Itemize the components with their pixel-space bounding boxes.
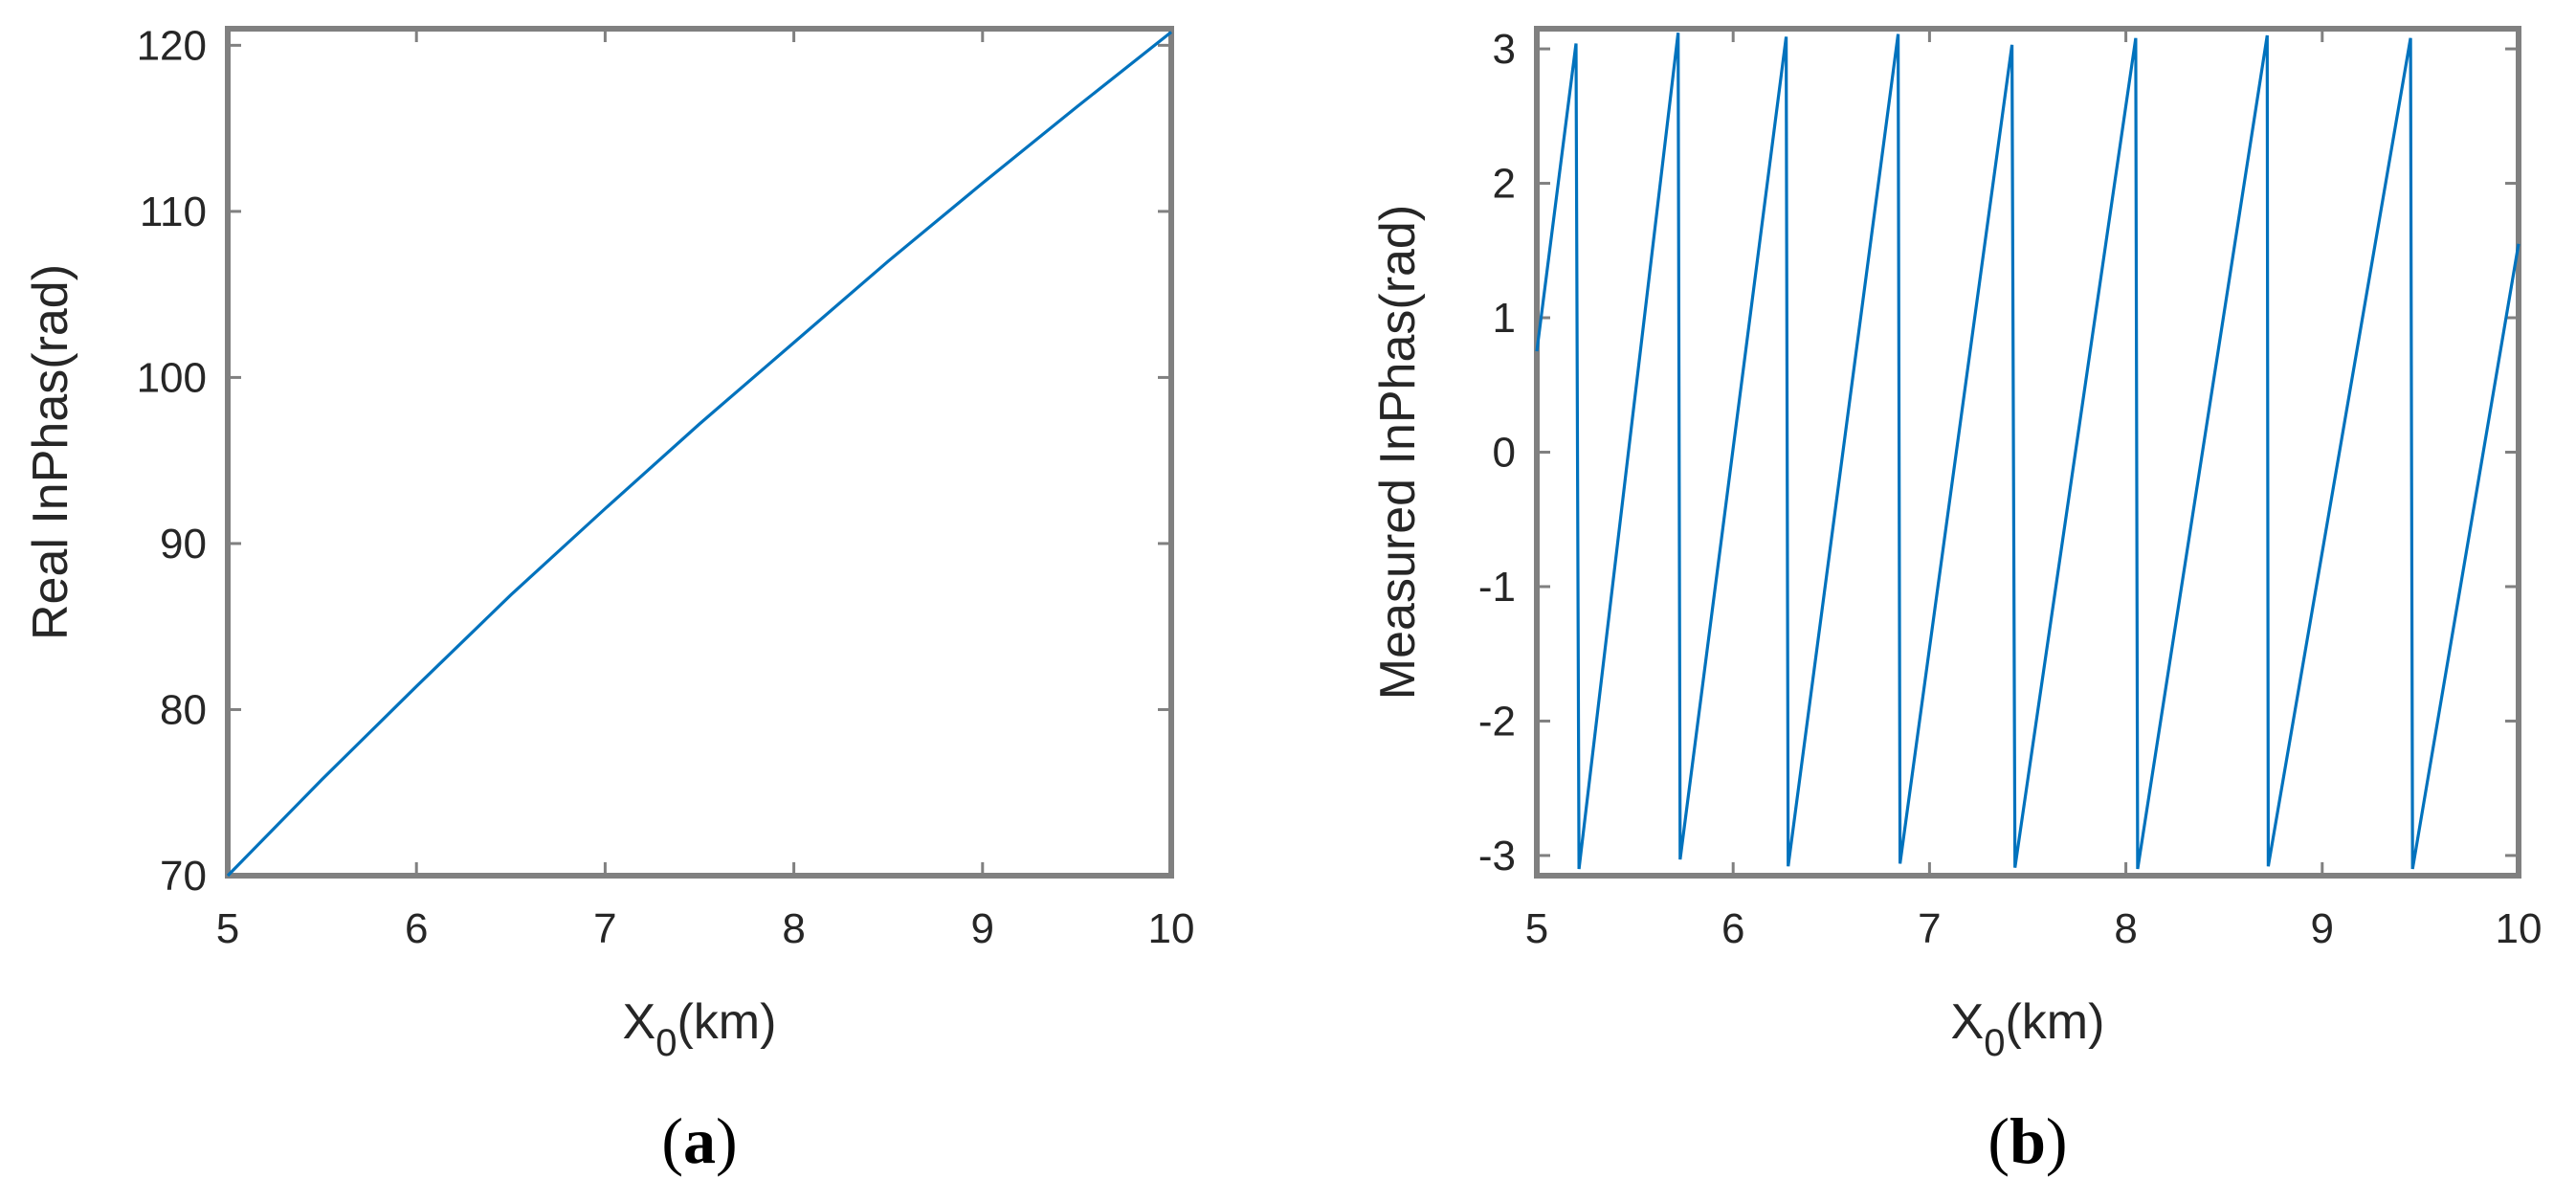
x-tick-label: 9: [971, 905, 994, 952]
x-tick-label: 6: [405, 905, 428, 952]
x-tick-label: 5: [216, 905, 239, 952]
x-tick-label: 7: [1918, 905, 1941, 952]
x-tick-label: 6: [1721, 905, 1744, 952]
y-tick-label: -3: [1478, 833, 1516, 879]
y-tick-label: 80: [160, 686, 207, 733]
y-tick-label: 90: [160, 521, 207, 568]
y-tick-label: 0: [1493, 430, 1516, 477]
y-tick-label: 3: [1493, 26, 1516, 73]
x-axis-label: X0(km): [1951, 994, 2105, 1064]
x-axis-label: X0(km): [623, 994, 777, 1064]
y-tick-label: 2: [1493, 161, 1516, 208]
series-line: [1535, 33, 2520, 870]
panel-label-letter: b: [2010, 1104, 2046, 1177]
chart-panel-a: 5 6 7 8 9 10 70 80 90 100 110 120 X0(km) Real InPhas(…: [23, 22, 1194, 1177]
y-tick-label: -1: [1478, 564, 1516, 611]
panel-label-open: (: [1988, 1104, 2010, 1177]
x-tick-label: 7: [593, 905, 616, 952]
x-tick-label: 9: [2311, 905, 2334, 952]
panel-label-close: ): [716, 1104, 738, 1177]
y-tick-label: 100: [137, 354, 207, 401]
y-axis-label: Measured InPhas(rad): [1370, 205, 1426, 700]
x-tick-label: 10: [1148, 905, 1195, 952]
y-tick-label: 120: [137, 22, 207, 69]
panel-label: (a): [661, 1104, 737, 1177]
axes-frame: [1534, 26, 2521, 879]
series-line: [226, 31, 1172, 878]
panel-label: (b): [1988, 1104, 2067, 1177]
x-axis-label-subscript: 0: [655, 1022, 677, 1064]
y-tick-label: 1: [1493, 295, 1516, 342]
panel-label-letter: a: [683, 1104, 716, 1177]
panel-label-open: (: [661, 1104, 683, 1177]
y-tick-label: 70: [160, 853, 207, 900]
x-axis-label-unit: (km): [677, 994, 776, 1050]
x-tick-label: 8: [2114, 905, 2137, 952]
x-tick-label: 5: [1525, 905, 1548, 952]
y-axis-label: Real InPhas(rad): [23, 264, 78, 640]
x-axis-label-main: X: [623, 994, 656, 1050]
x-tick-label: 10: [2496, 905, 2543, 952]
axes-frame: [225, 26, 1174, 879]
x-axis-label-subscript: 0: [1984, 1022, 2005, 1064]
x-tick-label: 8: [782, 905, 805, 952]
y-tick-label: -2: [1478, 698, 1516, 745]
x-axis-label-main: X: [1951, 994, 1985, 1050]
y-tick-label: 110: [140, 189, 207, 235]
x-axis-label-unit: (km): [2005, 994, 2104, 1050]
panel-label-close: ): [2046, 1104, 2068, 1177]
